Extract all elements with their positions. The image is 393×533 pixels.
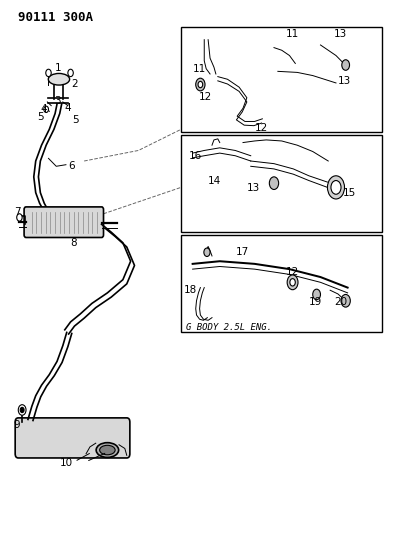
Text: 5: 5	[37, 112, 44, 122]
Bar	[181, 27, 382, 132]
Circle shape	[341, 294, 350, 307]
Text: 2: 2	[72, 79, 78, 89]
Text: 12: 12	[286, 267, 299, 277]
Text: 17: 17	[236, 247, 249, 257]
Text: 7: 7	[14, 207, 20, 217]
Circle shape	[20, 407, 24, 413]
Circle shape	[44, 106, 48, 112]
Text: 20: 20	[334, 297, 347, 308]
FancyBboxPatch shape	[15, 418, 130, 458]
Text: 9: 9	[14, 419, 20, 430]
Text: G BODY 2.5L ENG.: G BODY 2.5L ENG.	[186, 323, 272, 332]
Text: 11: 11	[193, 64, 206, 74]
Circle shape	[290, 279, 295, 286]
Circle shape	[204, 248, 210, 256]
Text: 4: 4	[65, 103, 72, 114]
Text: 18: 18	[184, 285, 197, 295]
Ellipse shape	[100, 445, 115, 455]
Text: 15: 15	[343, 188, 356, 198]
Text: 6: 6	[68, 161, 75, 171]
Text: 8: 8	[71, 238, 77, 248]
Bar	[181, 135, 382, 232]
Text: 12: 12	[198, 92, 212, 102]
Circle shape	[68, 69, 73, 77]
Text: 5: 5	[72, 115, 78, 125]
Circle shape	[17, 214, 22, 221]
Ellipse shape	[48, 74, 70, 85]
Circle shape	[46, 69, 51, 77]
Text: 10: 10	[60, 458, 73, 468]
Text: 11: 11	[286, 29, 299, 39]
Circle shape	[18, 405, 26, 415]
Text: 12: 12	[255, 123, 268, 133]
Text: 19: 19	[309, 297, 322, 308]
Text: 13: 13	[334, 29, 347, 39]
Text: 3: 3	[54, 96, 61, 107]
Circle shape	[269, 177, 279, 190]
Circle shape	[287, 275, 298, 290]
Text: 4: 4	[41, 104, 48, 114]
Text: 90111 300A: 90111 300A	[18, 11, 93, 24]
Ellipse shape	[96, 443, 119, 457]
Text: 13: 13	[247, 183, 260, 193]
Circle shape	[196, 78, 205, 91]
Circle shape	[342, 60, 349, 70]
Circle shape	[198, 82, 203, 88]
Circle shape	[313, 289, 320, 300]
Text: 13: 13	[338, 76, 351, 86]
Bar	[181, 235, 382, 333]
FancyBboxPatch shape	[24, 207, 103, 238]
Circle shape	[327, 176, 345, 199]
Text: 14: 14	[208, 176, 221, 186]
Text: 1: 1	[55, 63, 62, 73]
Circle shape	[331, 181, 341, 194]
Text: 16: 16	[189, 151, 202, 161]
